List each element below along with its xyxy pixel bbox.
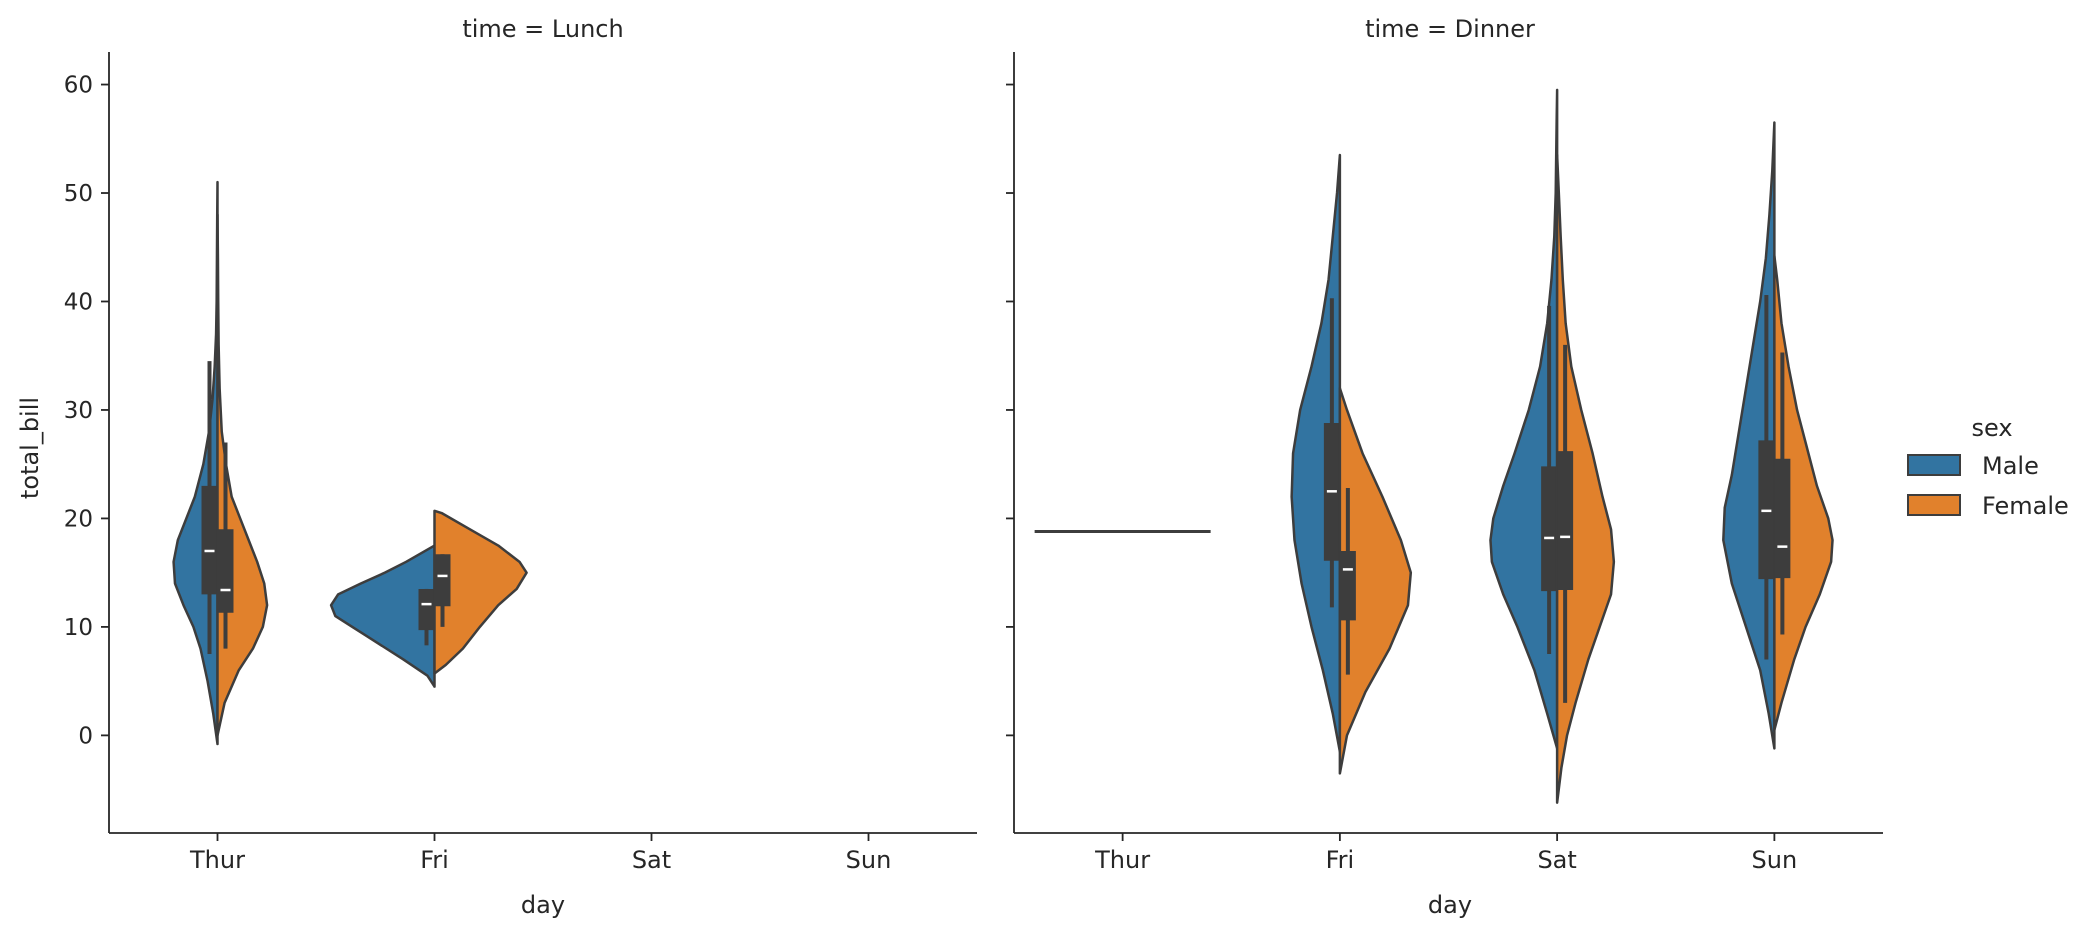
x-tick-label-0-thur: Thur: [189, 846, 245, 874]
violin-dinner-sun-male: [1722, 121, 1776, 750]
y-tick-label-60: 60: [64, 73, 93, 99]
axes-dinner: Thur Fri Sat Sun: [1006, 52, 1883, 874]
y-tick-label-0: 0: [78, 723, 93, 749]
facet-title-lunch: time = Lunch: [462, 15, 623, 43]
violin-dinner-sun-female: [1773, 254, 1834, 732]
y-tick-label-30: 30: [64, 398, 93, 424]
legend-swatch-female: [1907, 494, 1961, 516]
legend: sex Male Female: [1907, 414, 2069, 520]
x-tick-label-0-fri: Fri: [420, 846, 449, 874]
y-tick-label-20: 20: [64, 506, 93, 532]
violin-dinner-sat-male: [1489, 88, 1559, 750]
violin-dinner-fri-male: [1290, 153, 1342, 753]
x-tick-label-1-sat: Sat: [1537, 846, 1576, 874]
violin-group-lunch: [172, 180, 528, 746]
x-axis-label-lunch: day: [521, 891, 565, 919]
legend-swatch-male: [1907, 454, 1961, 476]
facet-dinner: time = Dinner Thur Fri Sat Sun day: [1006, 15, 1883, 919]
violin-lunch-fri-female: [433, 509, 528, 675]
x-tick-label-1-fri: Fri: [1326, 846, 1355, 874]
legend-title: sex: [1971, 414, 2012, 442]
x-tick-label-1-sun: Sun: [1752, 846, 1798, 874]
y-axis-label: total_bill: [16, 397, 44, 499]
facet-title-dinner: time = Dinner: [1365, 15, 1535, 43]
x-axis-label-dinner: day: [1428, 891, 1472, 919]
y-tick-label-10: 10: [64, 615, 93, 641]
violin-dinner-fri-female: [1338, 387, 1413, 775]
legend-label-male: Male: [1982, 452, 2039, 480]
x-tick-label-0-sun: Sun: [846, 846, 892, 874]
y-tick-label-40: 40: [64, 289, 93, 315]
violin-lunch-fri-male: [329, 544, 436, 688]
legend-label-female: Female: [1982, 492, 2069, 520]
x-tick-label-1-thur: Thur: [1094, 846, 1150, 874]
violin-dinner-sat-female: [1555, 153, 1616, 804]
x-tick-label-0-sat: Sat: [632, 846, 671, 874]
y-tick-label-50: 50: [64, 181, 93, 207]
violin-group-dinner: [1034, 88, 1834, 804]
axes-lunch: 0 10 20 30 40 50 60 Thur Fri Sat Sun: [64, 52, 977, 874]
